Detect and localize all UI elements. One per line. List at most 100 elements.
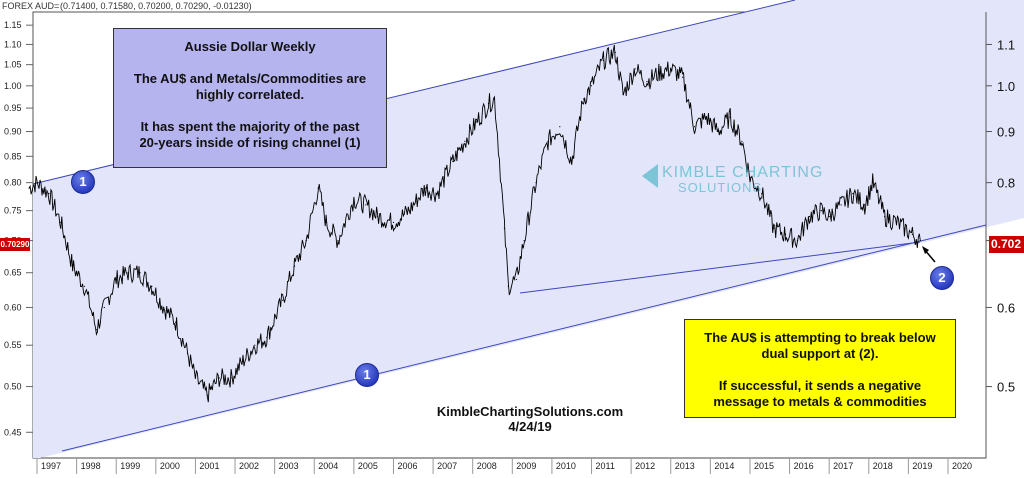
price-point bbox=[717, 130, 719, 133]
price-point bbox=[452, 160, 454, 163]
x-tick-label: 2019 bbox=[912, 461, 932, 471]
x-tick-label: 2016 bbox=[794, 461, 814, 471]
annotation-box-left: Aussie Dollar Weekly The AU$ and Metals/… bbox=[113, 28, 387, 168]
left-tick-label: 1.00 bbox=[4, 81, 22, 91]
x-tick-label: 2013 bbox=[675, 461, 695, 471]
price-point bbox=[693, 126, 696, 128]
left-tick-label: 0.60 bbox=[4, 302, 22, 312]
price-point bbox=[95, 329, 97, 331]
price-point bbox=[103, 306, 105, 309]
price-point bbox=[230, 377, 232, 379]
price-point bbox=[424, 187, 426, 189]
price-point bbox=[72, 265, 74, 267]
credit-site: KimbleChartingSolutions.com bbox=[436, 404, 624, 419]
price-point bbox=[872, 182, 874, 184]
current-price-tag-left: 0.70290 bbox=[0, 238, 30, 251]
support-line-2 bbox=[519, 241, 921, 294]
price-point bbox=[634, 68, 636, 70]
price-point bbox=[175, 321, 177, 323]
right-tick-label: 0.4 bbox=[997, 476, 1015, 478]
price-point bbox=[293, 265, 296, 267]
price-point bbox=[903, 227, 906, 229]
price-point bbox=[729, 116, 731, 118]
price-point bbox=[590, 85, 593, 87]
annotation-left-line1: The AU$ and Metals/Commodities are bbox=[133, 71, 367, 86]
x-tick-label: 2009 bbox=[516, 461, 536, 471]
x-tick-label: 2004 bbox=[318, 461, 338, 471]
left-axis: 1.151.101.051.000.950.900.850.800.750.70… bbox=[4, 20, 33, 437]
price-point bbox=[646, 80, 648, 83]
price-point bbox=[571, 160, 573, 163]
price-point bbox=[884, 215, 886, 218]
annotation-left-line4: 20-years inside of rising channel (1) bbox=[139, 135, 361, 150]
price-point bbox=[493, 98, 496, 100]
price-point bbox=[705, 116, 708, 118]
x-tick-label: 1999 bbox=[120, 461, 140, 471]
price-point bbox=[852, 193, 854, 195]
left-tick-label: 0.80 bbox=[4, 178, 22, 188]
price-point bbox=[353, 198, 355, 200]
price-point bbox=[559, 126, 561, 128]
price-point bbox=[464, 140, 466, 142]
channel-marker-1-bottom: 1 bbox=[355, 363, 379, 387]
marker-2-arrowhead bbox=[922, 246, 929, 254]
left-tick-label: 0.45 bbox=[4, 427, 22, 437]
price-point bbox=[911, 233, 914, 235]
price-point bbox=[408, 210, 410, 212]
x-tick-label: 2007 bbox=[437, 461, 457, 471]
x-tick-label: 2017 bbox=[833, 461, 853, 471]
price-point bbox=[151, 285, 153, 287]
price-point bbox=[115, 278, 117, 281]
annotation-right-line4: message to metals & commodities bbox=[713, 394, 927, 409]
price-point bbox=[658, 72, 660, 74]
price-point bbox=[436, 193, 438, 195]
current-price-tag-right: 0.702 bbox=[989, 236, 1024, 253]
price-point bbox=[535, 182, 537, 184]
right-tick-label: 0.9 bbox=[997, 125, 1015, 140]
left-tick-label: 1.15 bbox=[4, 20, 22, 30]
price-point bbox=[796, 240, 799, 242]
annotation-title: Aussie Dollar Weekly bbox=[184, 39, 316, 54]
annotation-left-line3: It has spent the majority of the past bbox=[140, 119, 360, 134]
price-point bbox=[242, 360, 244, 362]
x-tick-label: 1997 bbox=[41, 461, 61, 471]
price-line bbox=[28, 44, 921, 403]
annotation-right-line3: If successful, it sends a negative bbox=[718, 378, 922, 393]
price-point bbox=[507, 285, 509, 287]
symbol-label: FOREX AUD= bbox=[2, 1, 59, 11]
price-point bbox=[377, 215, 379, 218]
annotation-box-right: The AU$ is attempting to break below dua… bbox=[684, 319, 956, 418]
price-point bbox=[840, 204, 842, 206]
price-point bbox=[186, 352, 189, 354]
price-point bbox=[28, 187, 30, 189]
price-point bbox=[503, 227, 505, 229]
price-point bbox=[282, 299, 284, 301]
price-point bbox=[864, 204, 866, 206]
right-tick-label: 0.8 bbox=[997, 176, 1015, 191]
price-point bbox=[820, 210, 822, 212]
price-point bbox=[392, 221, 395, 223]
price-point bbox=[749, 176, 751, 178]
price-point bbox=[163, 306, 165, 309]
price-point bbox=[60, 221, 62, 223]
price-point bbox=[785, 233, 787, 235]
price-point bbox=[515, 278, 517, 281]
price-point bbox=[325, 221, 327, 223]
left-tick-label: 0.50 bbox=[4, 382, 22, 392]
price-series bbox=[28, 44, 921, 403]
right-tick-label: 1.1 bbox=[997, 37, 1015, 52]
price-point bbox=[622, 94, 624, 96]
x-tick-label: 2001 bbox=[199, 461, 219, 471]
x-tick-label: 2012 bbox=[635, 461, 655, 471]
x-tick-label: 2011 bbox=[596, 461, 615, 471]
price-point bbox=[36, 182, 38, 184]
left-tick-label: 0.75 bbox=[4, 206, 22, 216]
price-point bbox=[583, 98, 585, 100]
left-tick-label: 0.90 bbox=[4, 127, 22, 137]
x-tick-label: 2003 bbox=[279, 461, 299, 471]
price-point bbox=[670, 68, 672, 70]
price-point bbox=[337, 240, 339, 242]
price-point bbox=[761, 193, 763, 195]
left-tick-label: 0.65 bbox=[4, 268, 22, 278]
x-tick-label: 2014 bbox=[714, 461, 734, 471]
